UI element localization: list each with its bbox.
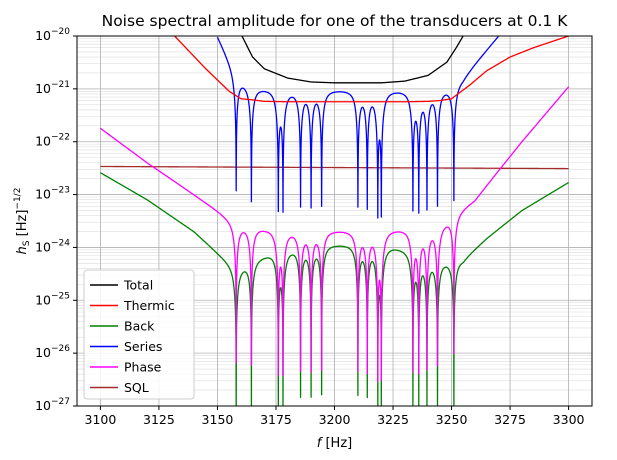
series-line-thermic [173, 36, 569, 103]
x-tick-label: 3275 [494, 412, 526, 427]
y-axis-label-group: hS [Hz]−1/2 [13, 188, 32, 255]
y-tick-label: 10−27 [35, 397, 70, 413]
x-ticks: 3100 3125 3150 3175 3200 3225 3250 3275 3300 [85, 406, 585, 427]
legend-label-phase: Phase [124, 360, 162, 375]
series-line-total [241, 36, 464, 84]
legend-label-total: Total [123, 278, 153, 293]
series-line-series [216, 36, 499, 219]
y-ticks: 10−27 10−26 10−25 10−24 10−23 10−22 10−21 10−20 [35, 27, 77, 413]
series-line-phase [100, 86, 570, 383]
x-tick-label: 3300 [553, 412, 585, 427]
x-tick-label: 3150 [202, 412, 234, 427]
legend-label-sql: SQL [124, 380, 149, 395]
y-tick-label: 10−23 [35, 186, 70, 202]
x-axis-label: f [Hz] [317, 436, 352, 451]
y-axis-label: hS [Hz]−1/2 [13, 188, 32, 255]
y-tick-label: 10−26 [35, 344, 70, 360]
y-tick-label: 10−24 [35, 238, 70, 254]
x-tick-label: 3125 [143, 412, 175, 427]
legend-label-series: Series [124, 339, 162, 354]
x-tick-label: 3100 [85, 412, 117, 427]
series-layer [100, 36, 570, 406]
legend-label-back: Back [124, 319, 155, 334]
series-line-back [100, 172, 569, 406]
x-tick-label: 3175 [260, 412, 292, 427]
x-tick-label: 3200 [319, 412, 351, 427]
x-tick-label: 3225 [377, 412, 409, 427]
chart-title: Noise spectral amplitude for one of the … [102, 12, 569, 30]
y-tick-label: 10−22 [35, 133, 70, 149]
y-tick-label: 10−20 [35, 27, 70, 43]
x-tick-label: 3250 [436, 412, 468, 427]
y-tick-label: 10−25 [35, 291, 70, 307]
legend-label-thermic: Thermic [123, 298, 175, 313]
y-tick-label: 10−21 [35, 80, 70, 96]
legend: Total Thermic Back Series Phase SQL [83, 269, 195, 400]
series-line-sql [100, 165, 569, 170]
